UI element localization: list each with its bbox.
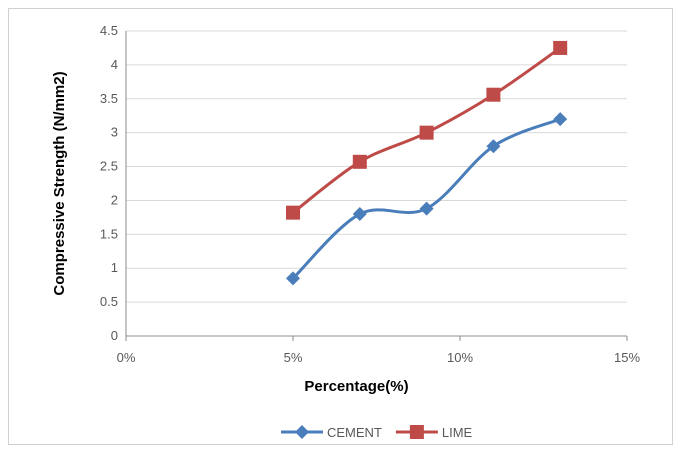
y-tick-label: 2.5 bbox=[100, 159, 118, 174]
legend: CEMENT LIME bbox=[281, 425, 473, 440]
x-tick-label: 15% bbox=[614, 350, 640, 365]
data-point-cement bbox=[286, 271, 300, 286]
legend-item-cement: CEMENT bbox=[281, 425, 382, 440]
y-tick-label: 3 bbox=[111, 125, 118, 140]
x-tick-label: 0% bbox=[117, 350, 136, 365]
y-tick-label: 3.5 bbox=[100, 91, 118, 106]
y-tick-label: 4 bbox=[111, 57, 118, 72]
data-point-cement bbox=[352, 207, 367, 221]
series bbox=[286, 40, 568, 286]
data-point-lime bbox=[352, 154, 367, 169]
axes bbox=[125, 31, 628, 341]
y-tick-label: 4.5 bbox=[100, 23, 118, 38]
x-tick-label: 10% bbox=[447, 350, 473, 365]
series-cement bbox=[286, 112, 568, 286]
y-tick-label: 2 bbox=[111, 192, 118, 207]
chart-frame: 0 0.5 1 1.5 2 2.5 3 3.5 4 4.5 0% 5% 10% 15% Compressi… bbox=[8, 8, 673, 445]
x-axis-title: Percentage(%) bbox=[304, 378, 408, 395]
data-point-lime bbox=[553, 40, 568, 55]
series-line-cement bbox=[291, 117, 561, 280]
legend-marker-cement bbox=[295, 425, 309, 439]
legend-label-cement: CEMENT bbox=[327, 425, 382, 440]
y-tick-label: 0 bbox=[111, 328, 118, 343]
y-tick-label: 0.5 bbox=[100, 294, 118, 309]
gridlines bbox=[126, 30, 627, 303]
data-point-cement bbox=[486, 139, 501, 154]
legend-label-lime: LIME bbox=[442, 425, 473, 440]
x-tick-label: 5% bbox=[284, 350, 303, 365]
data-point-cement bbox=[419, 201, 434, 216]
y-tick-label: 1 bbox=[111, 260, 118, 275]
legend-item-lime: LIME bbox=[395, 425, 473, 440]
y-tick-label: 1.5 bbox=[100, 226, 118, 241]
line-chart: 0 0.5 1 1.5 2 2.5 3 3.5 4 4.5 0% 5% 10% 15% Compressi… bbox=[51, 23, 641, 440]
data-point-lime bbox=[486, 87, 501, 102]
tick-labels: 0 0.5 1 1.5 2 2.5 3 3.5 4 4.5 0% 5% 10% 15% bbox=[100, 23, 641, 365]
legend-marker-lime bbox=[409, 425, 424, 439]
data-point-lime bbox=[419, 125, 434, 140]
y-axis-title: Compressive Strength (N/mm2) bbox=[51, 71, 68, 295]
series-lime bbox=[286, 40, 568, 220]
data-point-cement bbox=[553, 112, 568, 127]
data-point-lime bbox=[286, 205, 300, 220]
